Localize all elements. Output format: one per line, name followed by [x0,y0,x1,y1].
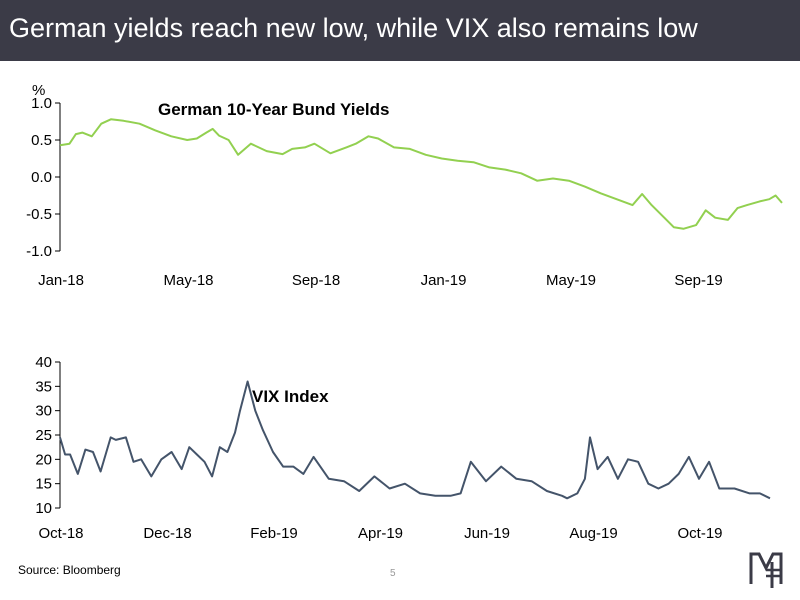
vix-x-tick-label: Dec-18 [143,525,191,542]
vix-x-tick-label: Feb-19 [250,525,298,542]
bund-y-tick-label: 0.5 [31,132,52,149]
source-note: Source: Bloomberg [18,563,121,577]
vix-x-tick-label: Aug-19 [569,525,617,542]
bund-x-tick-label: Jan-19 [421,272,467,289]
bund-x-tick-label: Jan-18 [38,272,84,289]
bund-y-unit-label: % [32,82,45,99]
vix-y-tick-label: 30 [35,403,52,420]
vix-chart-title: VIX Index [252,387,329,406]
bund-x-tick-label: Sep-19 [674,272,722,289]
vix-y-tick-label: 40 [35,354,52,371]
vix-chart: VIX Index 40 35 30 25 20 15 10 Oct-18 Dec-18 Feb-… [35,354,771,542]
vix-y-tick-label: 10 [35,500,52,517]
vix-x-tick-label: Oct-18 [38,525,83,542]
vix-y-tick-label: 25 [35,427,52,444]
logo-mark-icon [749,552,783,588]
bund-x-tick-label: May-19 [546,272,596,289]
bund-y-tick-label: 1.0 [31,95,52,112]
bund-y-tick-label: -1.0 [26,243,52,260]
brand-logo [748,548,784,588]
page-number: 5 [390,568,396,579]
bund-y-tick-label: -0.5 [26,206,52,223]
bund-x-tick-label: Sep-18 [292,272,340,289]
vix-y-tick-label: 20 [35,451,52,468]
bund-y-tick-label: 0.0 [31,169,52,186]
vix-y-tick-label: 15 [35,476,52,493]
bund-series-line [59,118,783,230]
bund-yields-chart: German 10-Year Bund Yields % 1.0 0.5 0.0 -0… [26,82,783,289]
vix-series-line [59,380,771,500]
vix-x-tick-label: Jun-19 [464,525,510,542]
vix-x-tick-label: Apr-19 [358,525,403,542]
title-bar: German yields reach new low, while VIX a… [0,0,800,61]
bund-x-tick-label: May-18 [163,272,213,289]
vix-x-tick-label: Oct-19 [677,525,722,542]
page-title: German yields reach new low, while VIX a… [9,13,698,43]
bund-chart-title: German 10-Year Bund Yields [158,100,389,119]
vix-y-tick-label: 35 [35,378,52,395]
